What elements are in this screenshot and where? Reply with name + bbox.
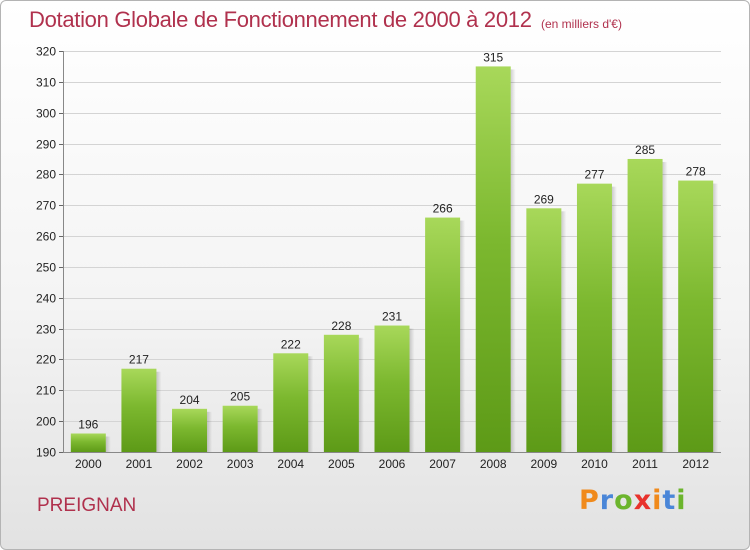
bar <box>475 66 511 452</box>
x-tick-label: 2007 <box>429 457 456 471</box>
logo-letter: P <box>579 485 600 516</box>
logo-letter: i <box>676 485 687 516</box>
y-tick-label: 230 <box>36 323 56 337</box>
bar-value-label: 278 <box>686 165 706 179</box>
x-tick-label: 2006 <box>379 457 406 471</box>
bar-value-label: 277 <box>584 168 604 182</box>
bar-value-label: 196 <box>78 417 98 431</box>
bar-shadow <box>713 183 719 453</box>
y-tick-label: 200 <box>36 415 56 429</box>
bar-value-label: 217 <box>129 353 149 367</box>
bar-shadow <box>611 186 617 452</box>
bar <box>222 405 258 452</box>
bar <box>425 217 461 452</box>
bar <box>526 208 562 452</box>
x-tick-label: 2012 <box>682 457 709 471</box>
bar-value-label: 228 <box>331 319 351 333</box>
x-tick-label: 2003 <box>227 457 254 471</box>
y-tick-label: 250 <box>36 261 56 275</box>
bar-shadow <box>207 411 213 452</box>
y-tick-label: 270 <box>36 199 56 213</box>
y-tick-label: 310 <box>36 76 56 90</box>
logo-letter: i <box>652 485 663 516</box>
y-tick-label: 280 <box>36 168 56 182</box>
logo-letter: t <box>662 485 677 516</box>
x-tick-label: 2004 <box>277 457 304 471</box>
y-tick-label: 260 <box>36 230 56 244</box>
bar-value-label: 222 <box>281 337 301 351</box>
bar <box>273 353 309 452</box>
bar-shadow <box>561 211 567 452</box>
y-tick-label: 300 <box>36 107 56 121</box>
bar-shadow <box>105 436 111 452</box>
y-tick-label: 190 <box>36 446 56 460</box>
unit-note: (en milliers d'€) <box>541 17 622 31</box>
logo-letter: o <box>614 485 634 516</box>
bar-shadow <box>510 69 516 452</box>
bar <box>678 180 714 453</box>
x-axis-tick-labels: 2000 2001 2002 2003 2004 2005 2006 2007 2008 2009… <box>75 457 709 471</box>
x-tick-label: 2000 <box>75 457 102 471</box>
logo-letter: x <box>633 485 653 516</box>
bar-shadow <box>460 220 466 452</box>
bar-value-label: 266 <box>433 202 453 216</box>
bar-shadow <box>358 337 364 452</box>
bar-shadow <box>257 408 263 452</box>
bar-value-label: 231 <box>382 310 402 324</box>
y-tick-label: 240 <box>36 292 56 306</box>
bar-value-label: 269 <box>534 192 554 206</box>
x-tick-label: 2001 <box>126 457 153 471</box>
y-tick-label: 320 <box>36 45 56 59</box>
bar-value-label: 204 <box>180 393 200 407</box>
bar-value-label: 285 <box>635 143 655 157</box>
x-tick-label: 2002 <box>176 457 203 471</box>
y-tick-label: 290 <box>36 138 56 152</box>
bar-value-label: 205 <box>230 390 250 404</box>
bars: 196 217 204 205 222 228 231 266 315 269 277 285 278 <box>70 50 719 453</box>
bar-shadow <box>409 328 415 452</box>
y-tick-label: 210 <box>36 384 56 398</box>
x-tick-label: 2009 <box>530 457 557 471</box>
chart-title: Dotation Globale de Fonctionnement de 20… <box>29 7 532 32</box>
bar-shadow <box>662 161 668 452</box>
bar <box>374 325 410 452</box>
bar <box>627 158 663 452</box>
bar <box>323 334 359 452</box>
y-tick-label: 220 <box>36 353 56 367</box>
bar <box>576 183 612 452</box>
y-axis-tick-labels: 190 200 210 220 230 240 250 260 270 280 290 300 310 3… <box>36 45 63 460</box>
bar <box>172 408 208 452</box>
axes <box>63 51 721 453</box>
place-name: PREIGNAN <box>37 495 137 516</box>
x-tick-label: 2008 <box>480 457 507 471</box>
x-tick-label: 2011 <box>632 457 658 471</box>
bar <box>70 433 106 452</box>
proxiti-logo: Proxiti <box>579 485 687 516</box>
bar-shadow <box>308 356 314 452</box>
bar-shadow <box>156 371 162 452</box>
x-tick-label: 2005 <box>328 457 355 471</box>
logo-letter: r <box>599 485 615 516</box>
bar <box>121 368 157 452</box>
x-tick-label: 2010 <box>581 457 608 471</box>
bar-value-label: 315 <box>483 50 503 64</box>
